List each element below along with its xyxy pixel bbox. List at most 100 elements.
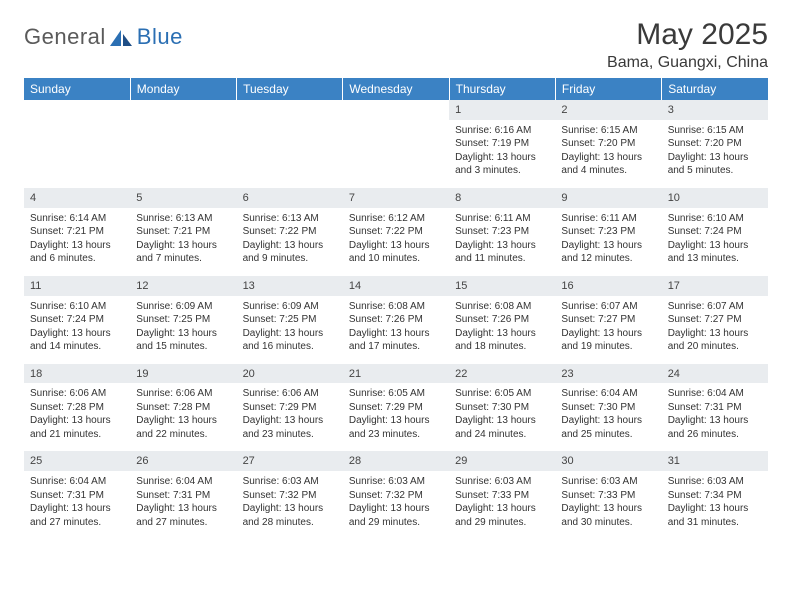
day-number: 2: [561, 104, 567, 116]
daylight-text: Daylight: 13 hours and 13 minutes.: [668, 239, 762, 266]
day-number: 26: [136, 455, 148, 467]
sunrise-text: Sunrise: 6:03 AM: [668, 475, 762, 489]
day-number-cell: 27: [237, 451, 343, 471]
day-number-row: 18192021222324: [24, 364, 768, 384]
day-detail-cell: Sunrise: 6:04 AMSunset: 7:30 PMDaylight:…: [555, 384, 661, 452]
day-number-cell: 3: [662, 100, 768, 120]
weekday-header: Monday: [130, 78, 236, 100]
day-detail-cell: Sunrise: 6:15 AMSunset: 7:20 PMDaylight:…: [555, 120, 661, 188]
sunset-text: Sunset: 7:23 PM: [561, 225, 655, 239]
day-number-cell: 23: [555, 364, 661, 384]
sunrise-text: Sunrise: 6:08 AM: [455, 300, 549, 314]
day-number-cell: 2: [555, 100, 661, 120]
daylight-text: Daylight: 13 hours and 22 minutes.: [136, 414, 230, 441]
day-number-cell: [24, 100, 130, 120]
sunset-text: Sunset: 7:25 PM: [243, 313, 337, 327]
sunrise-text: Sunrise: 6:07 AM: [561, 300, 655, 314]
day-detail-cell: [343, 120, 449, 188]
daylight-text: Daylight: 13 hours and 23 minutes.: [243, 414, 337, 441]
day-detail-cell: Sunrise: 6:12 AMSunset: 7:22 PMDaylight:…: [343, 208, 449, 276]
sunset-text: Sunset: 7:28 PM: [30, 401, 124, 415]
sunset-text: Sunset: 7:21 PM: [30, 225, 124, 239]
daylight-text: Daylight: 13 hours and 24 minutes.: [455, 414, 549, 441]
sunset-text: Sunset: 7:27 PM: [668, 313, 762, 327]
day-number: 15: [455, 280, 467, 292]
day-detail-cell: Sunrise: 6:03 AMSunset: 7:32 PMDaylight:…: [343, 472, 449, 540]
day-detail-cell: Sunrise: 6:04 AMSunset: 7:31 PMDaylight:…: [24, 472, 130, 540]
day-detail-cell: Sunrise: 6:04 AMSunset: 7:31 PMDaylight:…: [130, 472, 236, 540]
sunset-text: Sunset: 7:26 PM: [455, 313, 549, 327]
day-number-cell: 16: [555, 276, 661, 296]
day-number: 9: [561, 192, 567, 204]
day-number: 7: [349, 192, 355, 204]
sunrise-text: Sunrise: 6:03 AM: [455, 475, 549, 489]
sunset-text: Sunset: 7:33 PM: [455, 489, 549, 503]
sunrise-text: Sunrise: 6:15 AM: [561, 124, 655, 138]
sunrise-text: Sunrise: 6:04 AM: [30, 475, 124, 489]
sunrise-text: Sunrise: 6:10 AM: [668, 212, 762, 226]
day-number: 28: [349, 455, 361, 467]
day-number-cell: 8: [449, 188, 555, 208]
day-number-cell: 7: [343, 188, 449, 208]
sunset-text: Sunset: 7:28 PM: [136, 401, 230, 415]
sunrise-text: Sunrise: 6:04 AM: [668, 387, 762, 401]
day-number: 30: [561, 455, 573, 467]
daylight-text: Daylight: 13 hours and 27 minutes.: [30, 502, 124, 529]
day-number-cell: 9: [555, 188, 661, 208]
sunrise-text: Sunrise: 6:06 AM: [136, 387, 230, 401]
daylight-text: Daylight: 13 hours and 12 minutes.: [561, 239, 655, 266]
sunrise-text: Sunrise: 6:03 AM: [561, 475, 655, 489]
daylight-text: Daylight: 13 hours and 15 minutes.: [136, 327, 230, 354]
weekday-header: Tuesday: [237, 78, 343, 100]
day-number: 31: [668, 455, 680, 467]
daylight-text: Daylight: 13 hours and 25 minutes.: [561, 414, 655, 441]
day-number-cell: 10: [662, 188, 768, 208]
day-number: 24: [668, 368, 680, 380]
sunrise-text: Sunrise: 6:11 AM: [561, 212, 655, 226]
calendar-table: Sunday Monday Tuesday Wednesday Thursday…: [24, 78, 768, 539]
day-detail-cell: Sunrise: 6:06 AMSunset: 7:29 PMDaylight:…: [237, 384, 343, 452]
day-detail-row: Sunrise: 6:16 AMSunset: 7:19 PMDaylight:…: [24, 120, 768, 188]
day-number: 21: [349, 368, 361, 380]
weekday-header: Sunday: [24, 78, 130, 100]
sunset-text: Sunset: 7:34 PM: [668, 489, 762, 503]
sunrise-text: Sunrise: 6:14 AM: [30, 212, 124, 226]
day-detail-cell: Sunrise: 6:10 AMSunset: 7:24 PMDaylight:…: [662, 208, 768, 276]
day-detail-cell: Sunrise: 6:06 AMSunset: 7:28 PMDaylight:…: [24, 384, 130, 452]
sunrise-text: Sunrise: 6:06 AM: [243, 387, 337, 401]
day-number-cell: 19: [130, 364, 236, 384]
day-number-cell: 4: [24, 188, 130, 208]
day-detail-cell: Sunrise: 6:13 AMSunset: 7:21 PMDaylight:…: [130, 208, 236, 276]
sunset-text: Sunset: 7:21 PM: [136, 225, 230, 239]
day-detail-cell: Sunrise: 6:03 AMSunset: 7:33 PMDaylight:…: [449, 472, 555, 540]
day-number: 1: [455, 104, 461, 116]
sunrise-text: Sunrise: 6:07 AM: [668, 300, 762, 314]
day-number: 8: [455, 192, 461, 204]
day-number-cell: 1: [449, 100, 555, 120]
day-number-cell: 28: [343, 451, 449, 471]
daylight-text: Daylight: 13 hours and 23 minutes.: [349, 414, 443, 441]
day-detail-cell: Sunrise: 6:07 AMSunset: 7:27 PMDaylight:…: [555, 296, 661, 364]
daylight-text: Daylight: 13 hours and 27 minutes.: [136, 502, 230, 529]
day-number: 12: [136, 280, 148, 292]
day-number-cell: 15: [449, 276, 555, 296]
sunrise-text: Sunrise: 6:04 AM: [136, 475, 230, 489]
sunset-text: Sunset: 7:27 PM: [561, 313, 655, 327]
sunset-text: Sunset: 7:29 PM: [243, 401, 337, 415]
sunrise-text: Sunrise: 6:11 AM: [455, 212, 549, 226]
sail-icon: [110, 28, 134, 46]
day-detail-cell: Sunrise: 6:13 AMSunset: 7:22 PMDaylight:…: [237, 208, 343, 276]
month-title: May 2025: [607, 18, 768, 52]
day-number-cell: 20: [237, 364, 343, 384]
day-number-cell: [237, 100, 343, 120]
calendar-body: 123Sunrise: 6:16 AMSunset: 7:19 PMDaylig…: [24, 100, 768, 539]
day-detail-cell: Sunrise: 6:03 AMSunset: 7:33 PMDaylight:…: [555, 472, 661, 540]
sunrise-text: Sunrise: 6:04 AM: [561, 387, 655, 401]
day-number: 19: [136, 368, 148, 380]
sunset-text: Sunset: 7:32 PM: [349, 489, 443, 503]
calendar-page: General Blue May 2025 Bama, Guangxi, Chi…: [0, 0, 792, 539]
daylight-text: Daylight: 13 hours and 5 minutes.: [668, 151, 762, 178]
sunrise-text: Sunrise: 6:09 AM: [136, 300, 230, 314]
daylight-text: Daylight: 13 hours and 28 minutes.: [243, 502, 337, 529]
day-number-cell: 18: [24, 364, 130, 384]
